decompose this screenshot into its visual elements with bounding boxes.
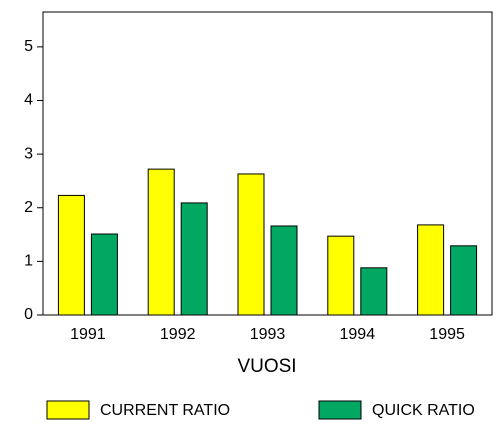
y-tick-label: 2 [24,199,33,216]
bar [327,235,355,316]
x-tick-label: 1995 [429,326,465,343]
x-axis-label: VUOSI [237,356,296,377]
bar [90,233,118,316]
bar [147,168,175,316]
bar [237,173,265,316]
bar [360,267,388,316]
y-tick-label: 4 [24,92,33,109]
x-tick-label: 1994 [340,326,376,343]
y-tick-label: 1 [24,253,33,270]
x-tick-label: 1992 [160,326,196,343]
bar [270,225,298,316]
y-tick-label: 3 [24,145,33,162]
x-tick-label: 1993 [250,326,286,343]
legend-label: CURRENT RATIO [100,402,230,419]
bar [450,245,478,316]
legend-label: QUICK RATIO [372,402,475,419]
x-tick-label: 1991 [70,326,106,343]
plot-frame [42,11,493,316]
bar [417,224,445,316]
legend-swatch [318,400,362,420]
bar [180,202,208,316]
legend-swatch [46,400,90,420]
y-tick-label: 0 [24,306,33,323]
bar [57,194,85,316]
y-tick-label: 5 [24,38,33,55]
